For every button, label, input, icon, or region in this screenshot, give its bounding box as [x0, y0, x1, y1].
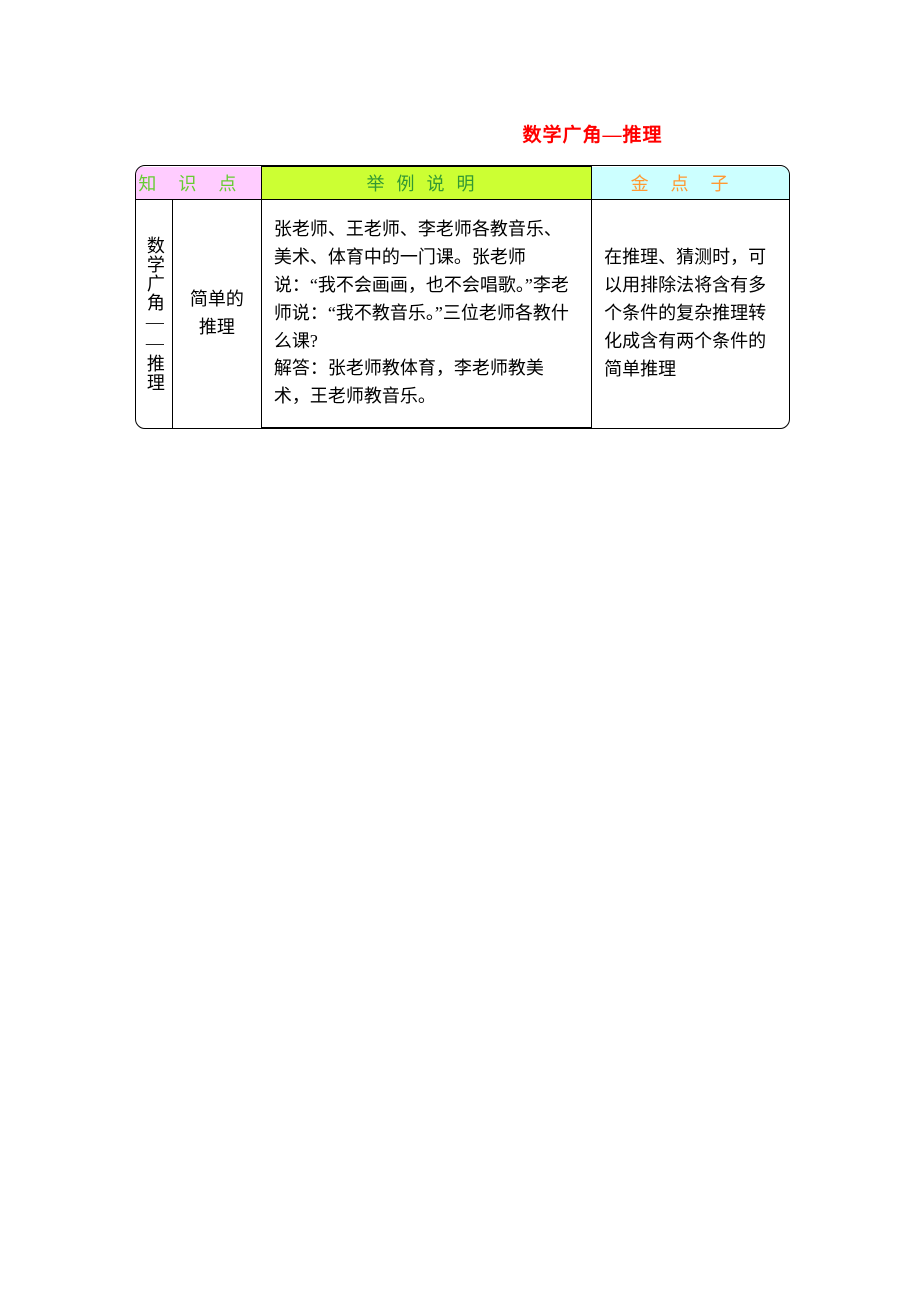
table-header-row: 知识点 举例说明 金点子	[136, 167, 789, 200]
cell-example: 张老师、王老师、李老师各教音乐、美术、体育中的一门课。张老师说：“我不会画画，也…	[261, 200, 591, 428]
header-tips: 金点子	[592, 167, 789, 200]
cell-section: 数学广角——推理	[136, 200, 172, 428]
cell-tips: 在推理、猜测时，可以用排除法将含有多个条件的复杂推理转化成含有两个条件的简单推理	[592, 200, 789, 428]
knowledge-table: 知识点 举例说明 金点子 数学广角——推理 简单的推理 张老师、王老师、李老师各…	[136, 166, 789, 428]
cell-topic: 简单的推理	[172, 200, 261, 428]
knowledge-table-container: 知识点 举例说明 金点子 数学广角——推理 简单的推理 张老师、王老师、李老师各…	[135, 165, 790, 429]
page-title: 数学广角—推理	[265, 120, 920, 147]
header-example: 举例说明	[261, 167, 591, 200]
header-knowledge-point: 知识点	[136, 167, 261, 200]
table-row: 数学广角——推理 简单的推理 张老师、王老师、李老师各教音乐、美术、体育中的一门…	[136, 200, 789, 428]
